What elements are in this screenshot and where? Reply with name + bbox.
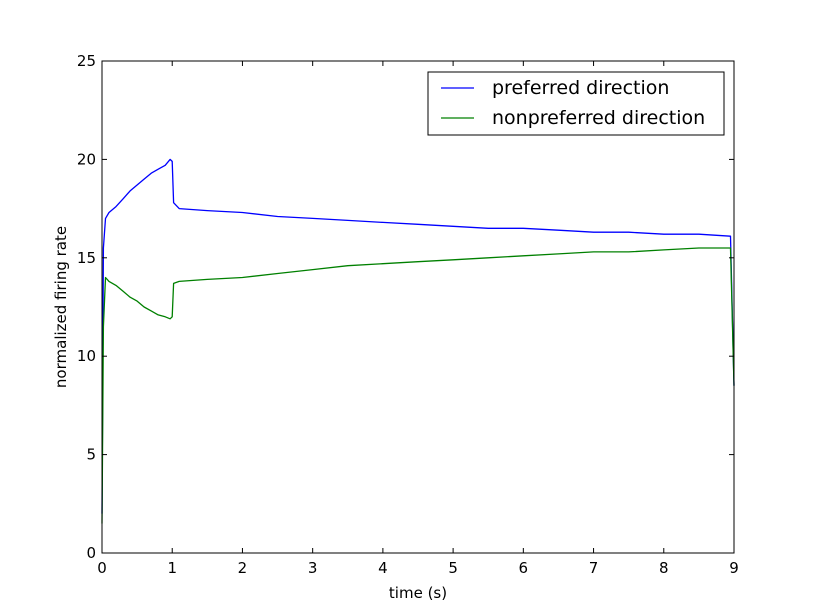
plot-frame xyxy=(101,60,735,554)
x-tick-label: 0 xyxy=(97,559,107,577)
x-axis-label: time (s) xyxy=(389,584,447,602)
legend: preferred direction nonpreferred directi… xyxy=(427,71,725,136)
y-tick-label: 25 xyxy=(77,52,96,70)
y-tick-label: 0 xyxy=(86,544,96,562)
series-line-nonpreferred xyxy=(101,247,735,524)
legend-label-nonpreferred: nonpreferred direction xyxy=(492,107,705,129)
series-line-preferred xyxy=(101,158,735,514)
y-tick-label: 10 xyxy=(77,347,96,365)
x-tick-label: 7 xyxy=(589,559,599,577)
y-axis-label: normalized firing rate xyxy=(52,226,70,388)
x-tick-label: 5 xyxy=(448,559,458,577)
plot-background xyxy=(102,61,734,553)
y-tick-label: 20 xyxy=(77,150,96,168)
legend-box xyxy=(427,71,725,136)
x-tick-label: 3 xyxy=(308,559,318,577)
legend-label-preferred: preferred direction xyxy=(492,77,669,99)
series-layer xyxy=(101,158,735,524)
y-tick-label: 5 xyxy=(86,446,96,464)
tick-layer: 0 1 2 3 4 5 6 7 8 9 0 5 10 15 20 25 xyxy=(77,52,739,577)
x-tick-label: 1 xyxy=(167,559,177,577)
x-tick-label: 6 xyxy=(519,559,529,577)
x-tick-label: 4 xyxy=(378,559,388,577)
x-tick-label: 2 xyxy=(238,559,248,577)
y-tick-label: 15 xyxy=(77,249,96,267)
x-tick-label: 8 xyxy=(659,559,669,577)
x-tick-label: 9 xyxy=(729,559,739,577)
